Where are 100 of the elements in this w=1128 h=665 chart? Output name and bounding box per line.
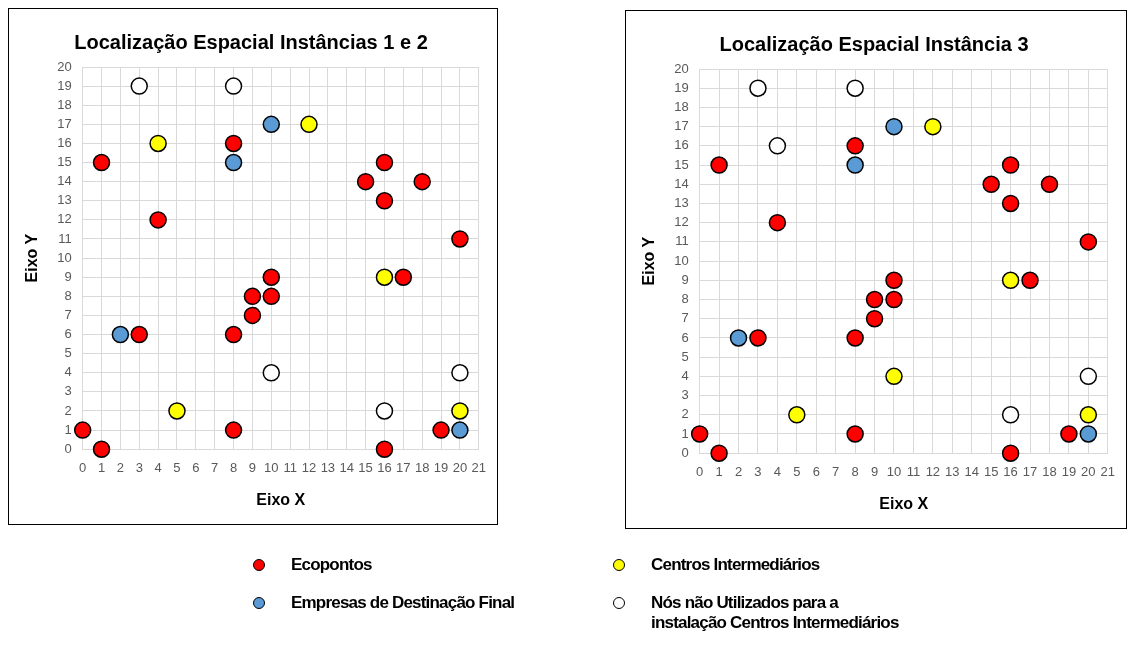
x-tick-label: 18 xyxy=(414,459,430,475)
point xyxy=(1040,175,1059,194)
point xyxy=(885,290,903,309)
point xyxy=(846,137,864,155)
x-tick-label: 16 xyxy=(377,459,392,475)
point xyxy=(1079,367,1098,386)
point xyxy=(130,325,148,344)
x-tick-label: 19 xyxy=(1061,463,1077,479)
point xyxy=(111,325,130,344)
point xyxy=(1079,233,1098,251)
y-tick-label: 3 xyxy=(681,387,689,403)
point xyxy=(1001,271,1020,290)
point xyxy=(1079,425,1098,443)
y-tick-label: 15 xyxy=(57,154,72,170)
point xyxy=(375,402,394,420)
x-tick-label: 5 xyxy=(173,459,181,475)
y-tick-label: 4 xyxy=(64,364,72,380)
y-tick-label: 7 xyxy=(681,310,689,326)
y-tick-label: 13 xyxy=(674,195,689,211)
point xyxy=(394,268,413,286)
point xyxy=(846,329,864,347)
x-tick-label: 0 xyxy=(696,463,704,479)
y-tick-label: 19 xyxy=(674,79,689,95)
point xyxy=(224,421,243,439)
point xyxy=(375,192,394,210)
y-tick-label: 10 xyxy=(57,249,72,265)
y-tick-label: 12 xyxy=(674,214,689,230)
y-tick-label: 8 xyxy=(64,287,72,303)
y-tick-label: 20 xyxy=(57,58,72,74)
point xyxy=(1001,406,1020,424)
y-tick-label: 5 xyxy=(64,345,72,361)
legend-label: Empresas de Destinação Final xyxy=(291,593,515,613)
y-tick-label: 12 xyxy=(57,211,72,227)
point xyxy=(924,117,942,136)
x-tick-label: 19 xyxy=(433,459,449,475)
y-tick-label: 18 xyxy=(674,99,689,114)
y-tick-label: 16 xyxy=(57,135,72,151)
x-tick-label: 4 xyxy=(773,463,782,479)
chart-title: Localização Espacial Instâncias 1 e 2 xyxy=(74,30,428,53)
chart-title: Localização Espacial Instância 3 xyxy=(719,32,1029,55)
point xyxy=(1021,271,1039,290)
point xyxy=(224,77,243,95)
y-tick-label: 8 xyxy=(681,291,689,307)
point xyxy=(1001,194,1020,213)
y-axis-title: Eixo Y xyxy=(640,236,658,286)
point xyxy=(690,425,709,443)
point xyxy=(243,306,262,325)
x-axis-title: Eixo X xyxy=(879,494,929,512)
point xyxy=(451,230,469,248)
x-tick-label: 11 xyxy=(283,459,297,475)
x-tick-label: 13 xyxy=(945,463,960,479)
x-tick-label: 4 xyxy=(154,459,162,475)
x-tick-label: 14 xyxy=(339,459,354,475)
point xyxy=(375,440,394,458)
point xyxy=(243,287,262,306)
y-tick-label: 0 xyxy=(681,444,689,460)
x-tick-label: 15 xyxy=(983,463,999,479)
point xyxy=(865,290,884,309)
x-tick-label: 15 xyxy=(358,459,373,475)
point xyxy=(885,367,903,386)
x-tick-label: 10 xyxy=(886,463,902,479)
point xyxy=(846,425,864,443)
y-tick-label: 15 xyxy=(674,156,689,172)
point xyxy=(729,329,748,347)
x-tick-label: 7 xyxy=(832,463,840,479)
x-tick-label: 2 xyxy=(734,463,743,479)
point xyxy=(130,77,148,95)
x-tick-label: 12 xyxy=(301,459,317,475)
x-tick-label: 8 xyxy=(229,459,238,475)
point xyxy=(885,271,903,290)
x-tick-label: 12 xyxy=(925,463,941,479)
x-tick-label: 16 xyxy=(1003,463,1018,479)
y-tick-label: 9 xyxy=(64,268,72,284)
point xyxy=(846,79,864,97)
y-tick-label: 2 xyxy=(681,406,689,422)
point xyxy=(846,156,864,174)
y-tick-label: 0 xyxy=(64,440,72,456)
x-tick-label: 1 xyxy=(97,459,106,475)
y-tick-label: 17 xyxy=(674,118,689,134)
point xyxy=(1060,425,1078,443)
x-tick-label: 5 xyxy=(793,463,801,479)
y-tick-label: 2 xyxy=(64,402,72,418)
y-tick-label: 1 xyxy=(681,425,689,441)
point xyxy=(1001,444,1020,462)
legend-label: Nós não Utilizados para a instalação Centros Intermediários xyxy=(651,593,900,633)
y-tick-label: 11 xyxy=(675,233,689,249)
legend-label: Ecopontos xyxy=(291,555,372,575)
y-tick-label: 6 xyxy=(681,329,689,345)
x-tick-label: 6 xyxy=(812,463,820,479)
y-tick-label: 4 xyxy=(681,367,689,383)
y-tick-label: 11 xyxy=(58,230,72,246)
x-tick-label: 11 xyxy=(906,463,921,479)
y-tick-label: 20 xyxy=(674,60,689,76)
y-tick-label: 16 xyxy=(674,137,689,153)
legend-label: Centros Intermediários xyxy=(651,555,820,575)
x-tick-label: 3 xyxy=(754,463,762,479)
point xyxy=(1001,156,1020,174)
x-tick-label: 20 xyxy=(1081,463,1096,479)
x-tick-label: 8 xyxy=(851,463,859,479)
y-tick-label: 18 xyxy=(57,96,72,112)
